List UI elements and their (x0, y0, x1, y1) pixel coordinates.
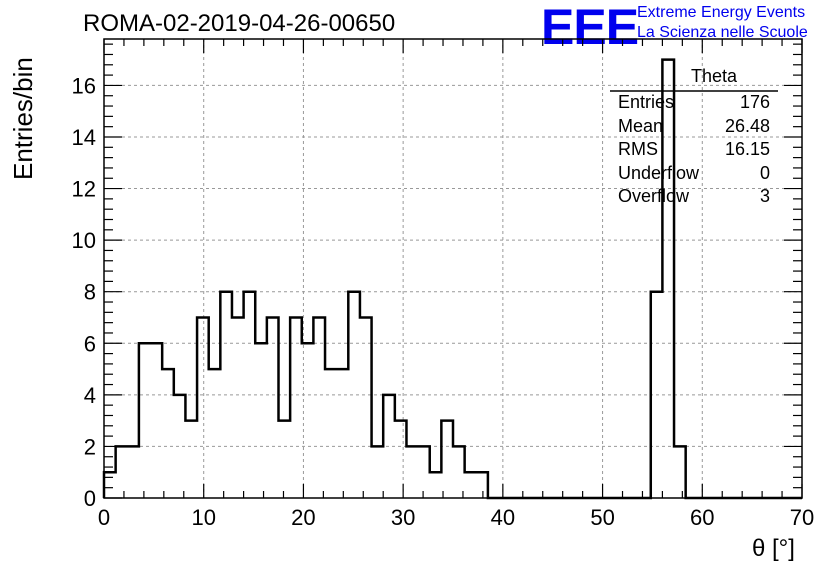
stats-label: Entries (618, 92, 675, 112)
stats-value: 0 (759, 162, 770, 183)
histogram-bin (337, 369, 349, 498)
histogram-bin (139, 343, 151, 498)
histogram-bin (151, 343, 163, 498)
histogram-bin (116, 446, 128, 498)
histogram-bin (465, 472, 477, 498)
histogram-bin (255, 343, 267, 498)
histogram-bins (104, 60, 686, 498)
y-tick-label: 2 (84, 434, 96, 459)
x-tick-label: 70 (790, 505, 814, 530)
stats-row: Entries 176 (610, 91, 778, 115)
histogram-bin (185, 421, 197, 498)
histogram-bin (360, 317, 372, 498)
histogram-bin (651, 292, 663, 498)
stats-row: Overflow 3 (610, 185, 778, 209)
histogram-bin (325, 369, 337, 498)
histogram-outline (102, 58, 802, 500)
stats-value: 16.15 (724, 139, 770, 159)
y-tick-label: 12 (72, 177, 96, 202)
stats-value: 176 (739, 92, 770, 112)
histogram-bin (313, 317, 325, 498)
histogram-bin (197, 317, 209, 498)
stats-box: Theta Entries 176 Mean 26.48 RMS 16.15 Underfl… (610, 66, 778, 209)
stats-value: 3 (759, 186, 770, 206)
y-tick-label: 14 (72, 125, 96, 150)
histogram-bin (441, 421, 453, 498)
axis-ticks (103, 39, 803, 499)
stats-label: Underflow (618, 162, 700, 183)
histogram-bin (395, 421, 407, 498)
logo-line-1: Extreme Energy Events (637, 4, 806, 21)
stats-value: 26.48 (724, 115, 770, 136)
x-tick-label: 20 (291, 505, 315, 530)
x-tick-label: 40 (491, 505, 515, 530)
logo-line-2: La Scienza nelle Scuole (637, 24, 808, 41)
y-tick-label: 8 (84, 280, 96, 305)
histogram-bin (104, 472, 116, 498)
histogram-bin (162, 369, 174, 498)
histogram-bin (348, 292, 360, 498)
stats-label: Overflow (618, 186, 690, 206)
y-tick-label: 16 (72, 73, 96, 98)
stats-title: Theta (690, 66, 738, 86)
y-tick-label: 10 (72, 228, 96, 253)
x-tick-label: 10 (191, 505, 215, 530)
x-axis-label: θ [°] (752, 535, 795, 562)
y-tick-label: 6 (84, 331, 96, 356)
histogram-bin (674, 446, 686, 498)
x-tick-label: 0 (98, 505, 110, 530)
histogram-bin (476, 472, 488, 498)
histogram-bin (174, 395, 186, 498)
x-tick-label: 50 (590, 505, 614, 530)
histogram-bin (372, 446, 384, 498)
histogram-bin (209, 369, 221, 498)
histogram-bin (127, 446, 139, 498)
stats-row: Underflow 0 (610, 162, 778, 186)
x-tick-label: 30 (391, 505, 415, 530)
plot-frame (103, 38, 803, 499)
histogram-bin (220, 292, 232, 498)
run-title: ROMA-02-2019-04-26-00650 (83, 10, 396, 37)
histogram-bin (453, 446, 465, 498)
stats-row: RMS 16.15 (610, 138, 778, 162)
stats-label: RMS (618, 139, 658, 159)
histogram-bin (406, 446, 418, 498)
stats-label: Mean (618, 115, 664, 136)
histogram-bin (267, 317, 279, 498)
stats-row: Mean 26.48 (610, 115, 778, 139)
x-tick-label: 60 (690, 505, 714, 530)
histogram-bin (232, 317, 244, 498)
y-tick-label: 4 (84, 383, 96, 408)
histogram-bin (383, 395, 395, 498)
histogram-bin (244, 292, 256, 498)
histogram-bin (418, 446, 430, 498)
histogram-bin (302, 343, 314, 498)
histogram-bin (279, 421, 291, 498)
histogram-bin (430, 472, 442, 498)
y-tick-label: 0 (84, 486, 96, 511)
histogram-bin (290, 317, 302, 498)
